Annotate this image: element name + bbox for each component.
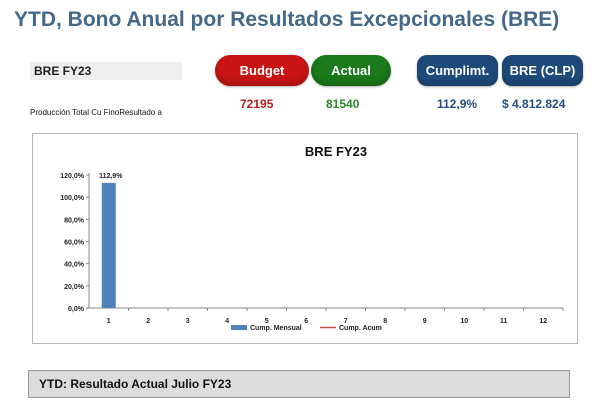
cumplimiento-button[interactable]: Cumplimt. (417, 55, 498, 86)
legend-label-cump-mensual: Cump. Mensual (250, 325, 302, 332)
bre-clp-value: $ 4.812.824 (502, 97, 566, 111)
actual-button[interactable]: Actual (311, 55, 391, 86)
period-label: BRE FY23 (30, 62, 182, 80)
y-tick-label: 80,0% (64, 217, 85, 224)
legend-label-cump-acum: Cump. Acum (339, 325, 382, 332)
bre-clp-button[interactable]: BRE (CLP) (502, 55, 583, 86)
y-tick-label: 20,0% (64, 284, 85, 291)
cumplimiento-value: 112,9% (437, 97, 478, 111)
x-tick-label: 2 (146, 318, 150, 325)
x-tick-label: 10 (460, 318, 468, 325)
chart-panel: BRE FY23 0,0% 20,0% 40,0% 60,0% 80,0% 100,0% 12… (32, 133, 578, 344)
y-tick-label: 100,0% (60, 195, 85, 202)
x-tick-label: 5 (265, 318, 269, 325)
x-tick-label: 7 (344, 318, 348, 325)
budget-value: 72195 (240, 97, 274, 111)
x-tick-label: 11 (500, 318, 508, 325)
budget-button[interactable]: Budget (215, 55, 309, 86)
y-tick-label: 120,0% (60, 173, 85, 180)
footer-result-label: YTD: Resultado Actual Julio FY23 (28, 370, 570, 398)
x-tick-label: 8 (383, 318, 387, 325)
chart-title: BRE FY23 (305, 144, 367, 159)
bar-data-label: 112,9% (99, 173, 123, 180)
x-tick-label: 6 (304, 318, 308, 325)
x-tick-label: 12 (539, 318, 547, 325)
legend-swatch-cump-mensual (231, 325, 247, 330)
bar-cump-mensual (101, 182, 116, 308)
x-tick-label: 4 (225, 318, 229, 325)
page-title: YTD, Bono Anual por Resultados Excepcion… (14, 8, 560, 31)
y-tick-label: 60,0% (64, 240, 85, 247)
y-tick-label: 0,0% (68, 306, 85, 313)
actual-value: 81540 (326, 97, 360, 111)
metric-label: Producción Total Cu FinoResultado a (30, 108, 162, 117)
x-tick-label: 9 (423, 318, 427, 325)
x-tick-label: 1 (107, 318, 111, 325)
bre-chart: BRE FY230,0%20,0%40,0%60,0%80,0%100,0%12… (60, 144, 564, 332)
x-tick-label: 3 (186, 318, 190, 325)
y-tick-label: 40,0% (64, 262, 85, 269)
